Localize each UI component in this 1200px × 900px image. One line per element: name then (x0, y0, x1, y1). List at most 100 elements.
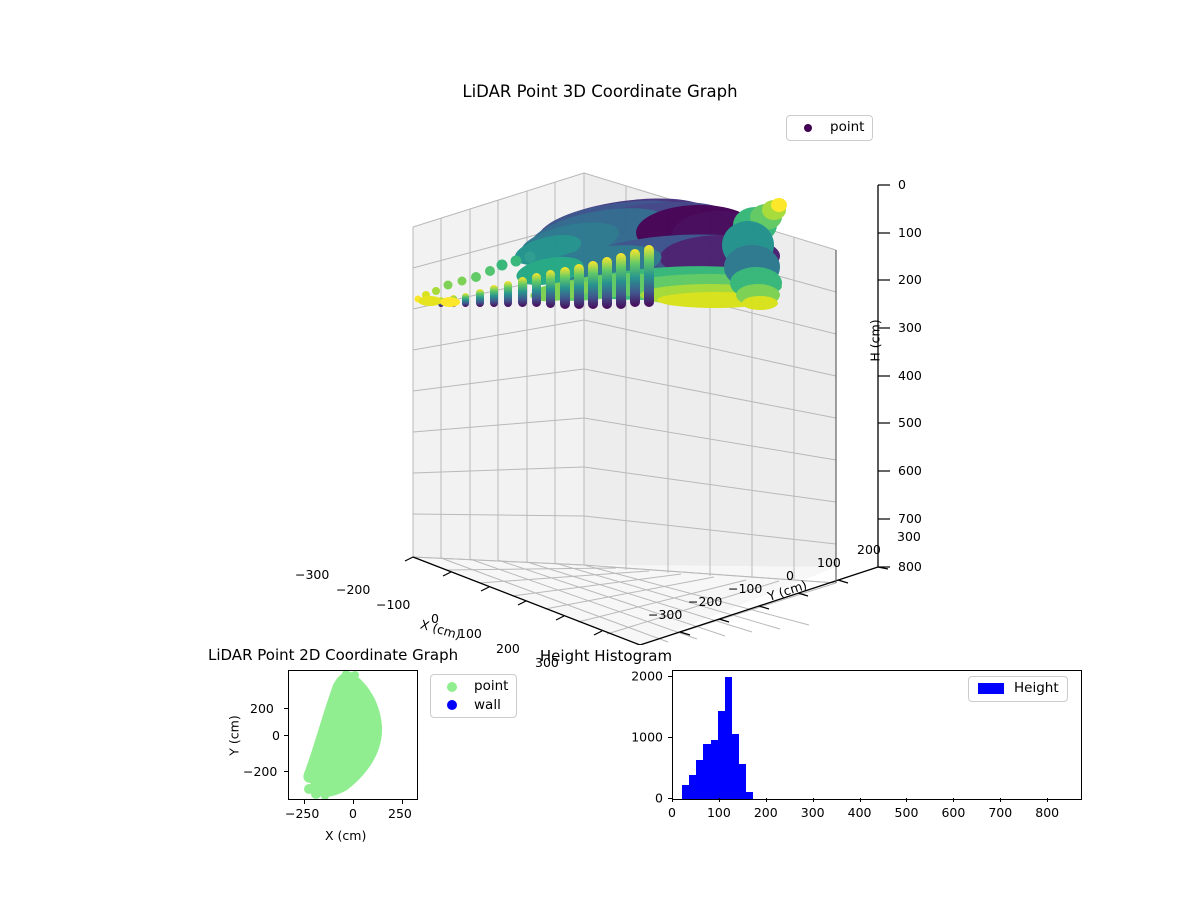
plot2d-ylabel: Y (cm) (226, 715, 242, 756)
legend-marker-point-icon (439, 681, 465, 692)
histogram-xtick-label: 300 (800, 805, 825, 820)
plot2d-xtick-0: −250 (285, 806, 320, 821)
plot3d-ztick-7: 700 (898, 511, 922, 526)
legend-label-height: Height (1014, 680, 1059, 696)
histogram-xtick-label: 400 (847, 805, 872, 820)
lidar-2d-axes[interactable] (288, 670, 418, 800)
histogram-bar (738, 763, 746, 799)
plot3d-ztick-5: 500 (898, 415, 922, 430)
histogram-xtick-label: 0 (668, 805, 676, 820)
plot3d-xtick-6: 300 (535, 655, 559, 670)
plot2d-title: LiDAR Point 2D Coordinate Graph (208, 646, 459, 664)
histogram-ytick-label: 0 (655, 790, 663, 806)
histogram-xtick-label: 200 (753, 805, 778, 820)
plot3d-legend[interactable]: point (786, 115, 874, 141)
plot3d-ztick-6: 600 (898, 463, 922, 478)
histogram-xtick-mark (1047, 798, 1049, 802)
plot2d-legend[interactable]: point wall (430, 674, 518, 718)
histogram-ytick-label: 2000 (631, 668, 663, 684)
histogram-xtick-mark (1000, 798, 1002, 802)
legend-entry-point: point (795, 119, 865, 135)
legend-entry-wall: wall (439, 696, 508, 713)
plot2d-xtick-2: 250 (388, 806, 412, 821)
plot2d-xtick-mark-2 (402, 800, 403, 804)
histogram-xtick-mark (672, 798, 673, 802)
plot3d-zlabel: H (cm) (867, 319, 883, 362)
plot3d-xtick-3: 0 (431, 611, 439, 626)
histogram-xtick-label: 800 (1035, 805, 1060, 820)
histogram-bar (710, 739, 718, 799)
plot3d-ytick-0: 300 (897, 529, 921, 544)
plot2d-ytick-mark-1 (284, 735, 288, 736)
plot3d-xtick-2: −100 (376, 597, 411, 612)
plot3d-ztick-2: 200 (898, 272, 922, 287)
histogram-xtick-mark (812, 798, 814, 802)
plot3d-xtick-4: 100 (458, 626, 482, 641)
histogram-title-wrap: Height Histogram (0, 646, 1200, 665)
plot2d-xlabel: X (cm) (325, 828, 367, 843)
histogram-bar (682, 784, 690, 799)
histogram-bar (689, 775, 697, 799)
histogram-ytick-label: 1000 (631, 729, 663, 745)
histogram-title: Height Histogram (539, 647, 673, 665)
plot3d-ztick-4: 400 (898, 368, 922, 383)
plot3d-ytick-6: −300 (648, 607, 683, 622)
plot2d-xtick-mark-0 (304, 800, 305, 804)
plot2d-svg (303, 671, 383, 799)
point-cloud-3d (414, 198, 787, 310)
plot3d-ztick-8: 800 (898, 559, 922, 574)
plot3d-title: LiDAR Point 3D Coordinate Graph (462, 82, 738, 101)
legend-label-wall: wall (474, 696, 501, 713)
histogram-xtick-label: 600 (941, 805, 966, 820)
legend-marker-point-icon (795, 123, 821, 132)
legend-swatch-height-icon (977, 683, 1005, 695)
plot3d-xtick-0: −300 (295, 567, 330, 582)
histogram-xtick-mark (718, 798, 720, 802)
legend-label-point-2d: point (474, 678, 509, 694)
legend-entry-point-2d: point (439, 678, 509, 694)
plot2d-ytick-1: 0 (272, 728, 280, 743)
plot3d-ztick-0: 0 (898, 177, 906, 192)
histogram-xtick-label: 500 (894, 805, 919, 820)
histogram-xtick-mark (765, 798, 767, 802)
histogram-xtick-label: 100 (706, 805, 731, 820)
legend-label-point: point (830, 119, 865, 135)
plot2d-ytick-0: 200 (250, 701, 274, 716)
histogram-bar (731, 734, 739, 799)
plot3d-xtick-1: −200 (336, 582, 371, 597)
plot2d-xtick-mark-1 (353, 800, 354, 804)
legend-marker-wall-icon (439, 700, 465, 711)
histogram-xtick-mark (859, 798, 861, 802)
plot3d-xtick-5: 200 (496, 641, 520, 656)
histogram-ytick-mark (668, 798, 672, 799)
plot2d-ytick-mark-0 (284, 708, 288, 709)
histogram-ytick-mark (668, 737, 672, 739)
axes3d-svg (404, 172, 890, 645)
plot3d-ytick-5: −200 (688, 594, 723, 609)
plot3d-ztick-3: 300 (898, 320, 922, 335)
legend-entry-height: Height (977, 680, 1059, 696)
histogram-bars (673, 671, 1081, 799)
plot3d-ytick-1: 200 (857, 542, 881, 557)
histogram-xtick-mark (906, 798, 908, 802)
histogram-bar (696, 760, 704, 799)
histogram-bar (717, 710, 725, 799)
point-cloud-2d (303, 671, 383, 797)
histogram-xtick-label: 700 (988, 805, 1013, 820)
height-histogram-axes[interactable] (672, 670, 1082, 800)
histogram-bar (703, 744, 711, 799)
plot2d-xtick-1: 0 (349, 806, 357, 821)
lidar-3d-axes[interactable]: −300 −200 −100 0 100 200 300 X (cm) 300 … (295, 105, 922, 670)
histogram-xtick-mark (953, 798, 955, 802)
histogram-bar (724, 676, 732, 799)
plot3d-ytick-2: 100 (817, 555, 841, 570)
histogram-ytick-mark (668, 676, 672, 678)
plot2d-ytick-mark-2 (284, 771, 288, 772)
histogram-legend[interactable]: Height (968, 676, 1068, 702)
plot3d-ztick-1: 100 (898, 225, 922, 240)
plot3d-ytick-3: 0 (786, 568, 794, 583)
plot3d-ytick-4: −100 (728, 581, 763, 596)
histogram-bar (745, 792, 753, 799)
plot2d-ytick-2: −200 (243, 764, 278, 779)
